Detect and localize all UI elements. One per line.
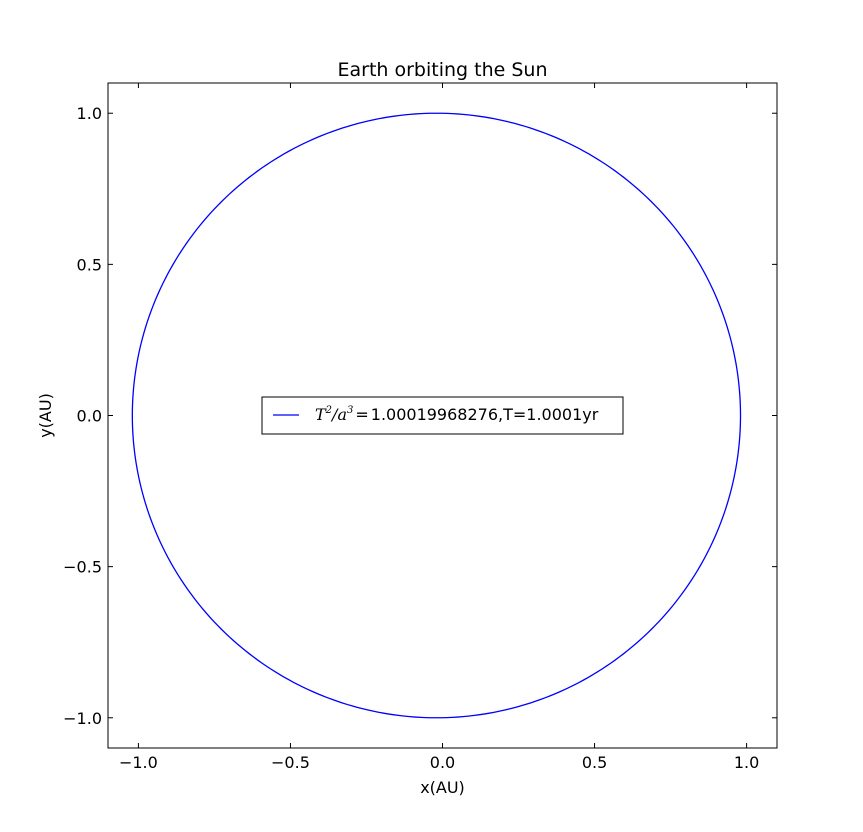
legend-math-t-exponent: 2 (325, 405, 332, 416)
y-tick-label: 0.5 (77, 255, 102, 274)
legend-math-a: a (337, 405, 347, 424)
legend-box (261, 396, 624, 435)
legend-math-slash: / (330, 405, 339, 424)
legend-label: T2/a3 = 1.00019968276,T=1.0001yr (315, 405, 599, 424)
x-tick-label: 0.5 (582, 753, 607, 772)
y-tick-label: 1.0 (77, 104, 102, 123)
legend-math-equals: = (355, 405, 368, 424)
legend: T2/a3 = 1.00019968276,T=1.0001yr (261, 396, 624, 435)
y-tick-label: −1.0 (63, 709, 102, 728)
x-tick-label: −1.0 (119, 753, 158, 772)
y-tick-label: 0.0 (77, 407, 102, 426)
series-layer (131, 112, 742, 719)
y-axis-title: y(AU) (36, 393, 55, 438)
x-axis-title: x(AU) (420, 778, 465, 797)
x-tick-label: −0.5 (271, 753, 310, 772)
x-tick-label: 1.0 (734, 753, 759, 772)
legend-value-text: 1.00019968276,T=1.0001yr (371, 405, 599, 424)
orbit-series-line (131, 112, 742, 719)
x-tick-label: 0.0 (430, 753, 455, 772)
chart-title: Earth orbiting the Sun (337, 59, 547, 81)
legend-math-a-exponent: 3 (347, 405, 353, 416)
legend-math-t: T (315, 405, 327, 424)
ticks: −1.0 −0.5 0.0 0.5 1.0 −1.0 −0.5 0.0 0.5 1.0 (63, 83, 777, 772)
y-tick-label: −0.5 (63, 558, 102, 577)
